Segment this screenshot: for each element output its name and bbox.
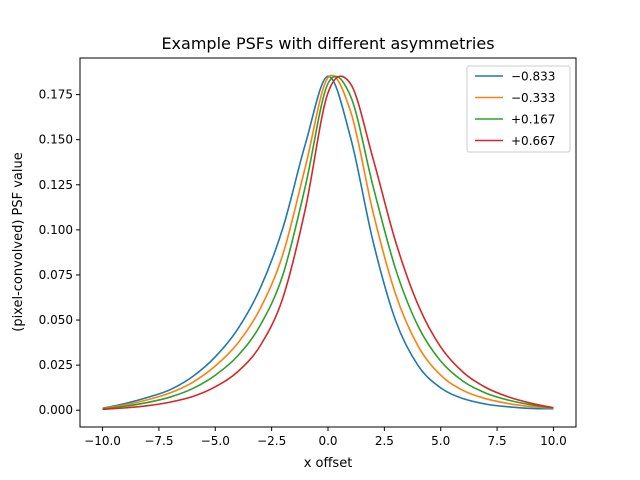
y-axis: 0.000 0.025 0.050 0.075 0.100 0.125 0.150 0.175 (39, 88, 80, 417)
legend-label: +0.667 (511, 134, 555, 148)
series-line-2 (102, 74, 554, 410)
x-tick-label: 2.5 (375, 434, 394, 448)
y-tick-label: 0.075 (39, 268, 73, 282)
legend-box (466, 65, 571, 153)
x-tick-label: 7.5 (488, 434, 507, 448)
x-axis: −10.0 −7.5 −5.0 −2.5 0.0 2.5 5.0 7.5 10.0 (84, 427, 567, 448)
series-line-4 (102, 75, 554, 411)
x-tick-label: 5.0 (431, 434, 450, 448)
y-tick-label: 0.100 (39, 223, 73, 237)
x-tick-label: 0.0 (318, 434, 337, 448)
x-tick-label: −10.0 (84, 434, 121, 448)
legend-label: −0.333 (511, 91, 555, 105)
legend-label: +0.167 (511, 113, 555, 127)
y-tick-label: 0.000 (39, 403, 73, 417)
y-tick-label: 0.050 (39, 313, 73, 327)
y-tick-label: 0.150 (39, 133, 73, 147)
x-tick-label: −7.5 (144, 434, 173, 448)
series-line-3 (102, 75, 554, 410)
legend: −0.833 −0.333 +0.167 +0.667 (466, 65, 571, 153)
series-line-1 (102, 75, 554, 410)
series-layer (102, 74, 554, 411)
y-tick-label: 0.125 (39, 178, 73, 192)
x-tick-label: 10.0 (540, 434, 567, 448)
x-tick-label: −5.0 (201, 434, 230, 448)
plot-area (79, 57, 577, 428)
y-axis-label: (pixel-convolved) PSF value (11, 152, 26, 332)
legend-label: −0.833 (511, 70, 555, 84)
chart-title: Example PSFs with different asymmetries (161, 34, 494, 53)
y-tick-label: 0.025 (39, 358, 73, 372)
y-tick-label: 0.175 (39, 88, 73, 102)
x-axis-label: x offset (304, 456, 353, 471)
x-tick-label: −2.5 (257, 434, 286, 448)
